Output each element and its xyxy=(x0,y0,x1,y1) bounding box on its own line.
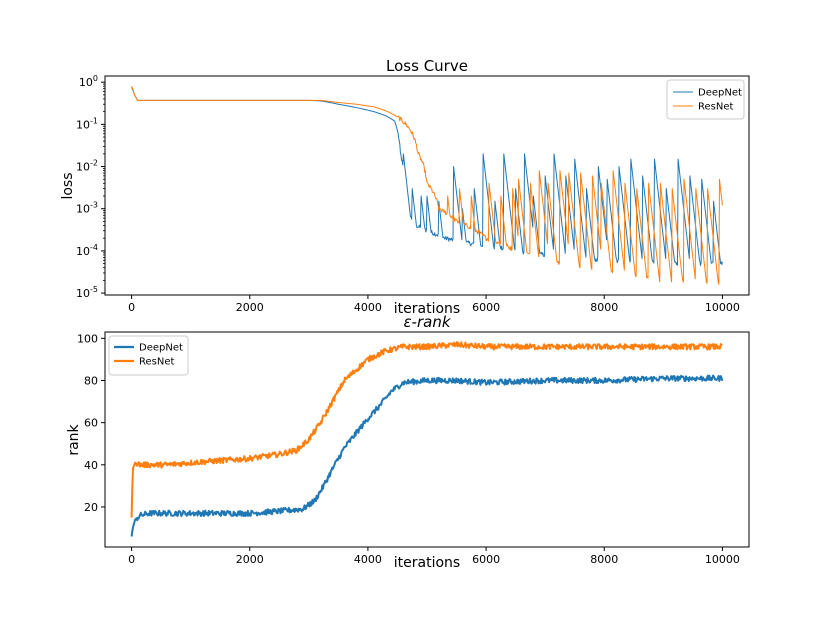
y-tick-label: 10-3 xyxy=(76,201,98,216)
x-tick-label: 2000 xyxy=(236,553,264,566)
rank-series-resnet xyxy=(130,341,723,518)
x-tick-label: 0 xyxy=(128,553,135,566)
x-tick-label: 6000 xyxy=(472,553,500,566)
loss-curve-chart: 0 2000 4000 6000 8000 10000 100 10-1 10-2 10-3 10… xyxy=(60,57,750,317)
rank-legend-deepnet-label: DeepNet xyxy=(139,343,183,354)
y-tick-label: 100 xyxy=(77,332,98,345)
x-tick-label: 6000 xyxy=(472,301,500,314)
loss-y-axis-label: loss xyxy=(60,172,76,199)
y-tick-label: 100 xyxy=(79,74,98,89)
loss-legend-box xyxy=(666,79,745,120)
loss-plot-frame xyxy=(104,75,750,296)
rank-legend: DeepNet ResNet xyxy=(108,335,189,376)
y-tick-label: 80 xyxy=(84,374,98,387)
y-tick-label: 10-5 xyxy=(76,285,98,300)
loss-series-resnet xyxy=(131,86,723,285)
y-tick-label: 10-1 xyxy=(76,116,98,131)
x-tick-label: 10000 xyxy=(705,553,740,566)
y-tick-label: 20 xyxy=(84,501,98,514)
rank-chart: 0 2000 4000 6000 8000 10000 20 40 60 80 100 ε-ran… xyxy=(66,313,750,571)
loss-title: Loss Curve xyxy=(386,57,468,75)
rank-y-axis-label: rank xyxy=(66,423,82,455)
rank-x-axis-label: iterations xyxy=(394,555,460,571)
rank-plot-frame xyxy=(104,331,750,548)
loss-legend-resnet-label: ResNet xyxy=(698,102,733,113)
rank-legend-box xyxy=(108,335,189,376)
rank-series-deepnet xyxy=(130,374,724,537)
y-tick-label: 10-4 xyxy=(76,243,98,258)
y-tick-label: 40 xyxy=(84,459,98,472)
loss-legend: DeepNet ResNet xyxy=(666,79,745,120)
x-tick-label: 8000 xyxy=(590,301,618,314)
rank-legend-resnet-label: ResNet xyxy=(139,357,174,368)
x-tick-label: 2000 xyxy=(236,301,264,314)
x-tick-label: 10000 xyxy=(705,301,740,314)
x-tick-label: 4000 xyxy=(354,553,382,566)
x-tick-label: 8000 xyxy=(590,553,618,566)
y-tick-label: 60 xyxy=(84,417,98,430)
loss-legend-deepnet-label: DeepNet xyxy=(698,88,742,99)
rank-title: ε-rank xyxy=(403,313,451,331)
loss-x-axis-label: iterations xyxy=(394,301,460,317)
x-tick-label: 0 xyxy=(128,301,135,314)
y-tick-label: 10-2 xyxy=(76,159,98,174)
x-tick-label: 4000 xyxy=(354,301,382,314)
